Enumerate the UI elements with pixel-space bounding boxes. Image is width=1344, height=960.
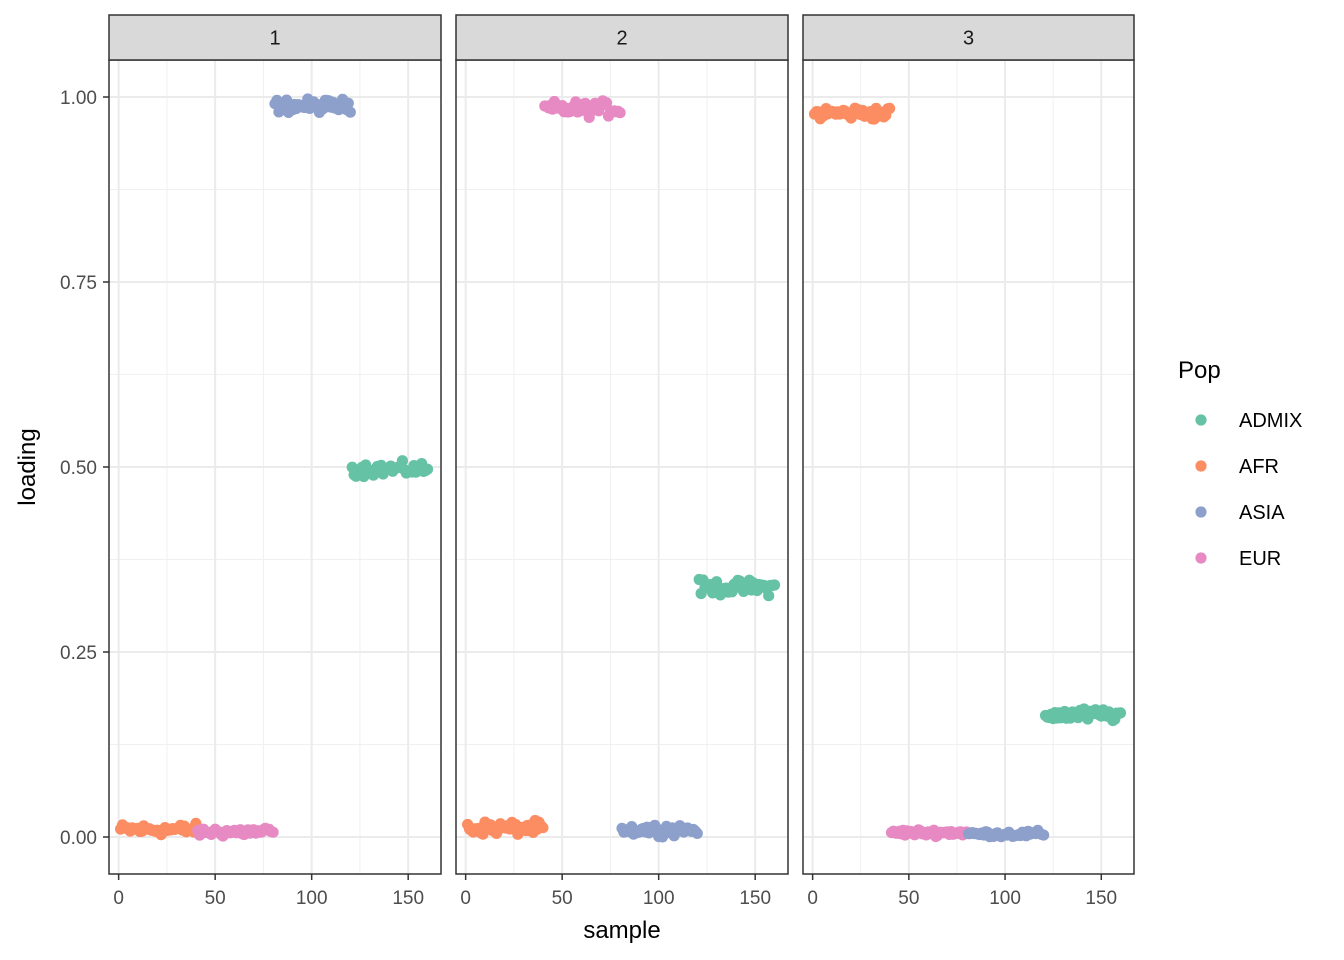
x-tick-label: 100 [296, 888, 328, 909]
facet-panels: 1 0 50 100 150 2 0 50 100 150 3 0 50 100 150 [108, 14, 1135, 909]
y-tick-label: 0.00 [60, 828, 97, 849]
point-eur [267, 826, 279, 838]
y-tick-label: 0.75 [60, 273, 97, 294]
x-tick-label: 50 [552, 888, 573, 909]
legend-title: Pop [1178, 357, 1221, 384]
point-admix [396, 455, 408, 467]
point-asia [342, 97, 354, 109]
x-tick-label: 50 [205, 888, 226, 909]
legend-key-afr [1195, 460, 1207, 472]
point-admix [1114, 707, 1127, 719]
legend-key-admix [1195, 414, 1207, 426]
legend-label-eur: EUR [1239, 548, 1281, 570]
facet-strip [108, 14, 442, 61]
x-tick-label: 150 [392, 888, 424, 909]
point-admix [711, 576, 723, 588]
x-tick-label: 100 [989, 888, 1021, 909]
facet-panel-1: 1 0 50 100 150 [108, 14, 442, 909]
point-asia [1038, 829, 1050, 841]
legend-label-admix: ADMIX [1239, 410, 1302, 432]
legend: Pop ADMIX AFR ASIA EUR [1178, 357, 1302, 570]
y-axis: 0.00 0.25 0.50 0.75 1.00 [60, 88, 109, 849]
point-eur [614, 107, 626, 119]
facet-panel-2: 2 0 50 100 150 [455, 14, 789, 909]
point-admix [421, 463, 434, 475]
x-tick-label: 150 [1085, 888, 1117, 909]
x-tick-label: 0 [113, 888, 124, 909]
x-tick-label: 0 [807, 888, 818, 909]
y-tick-label: 0.25 [60, 643, 97, 664]
y-axis-title: loading [14, 428, 41, 505]
x-axis-title: sample [583, 917, 660, 944]
legend-key-asia [1195, 506, 1207, 518]
x-tick-label: 100 [643, 888, 675, 909]
facet-strip-label: 3 [963, 28, 974, 50]
x-tick-label: 0 [460, 888, 471, 909]
legend-key-eur [1195, 552, 1207, 564]
legend-label-asia: ASIA [1239, 502, 1285, 524]
y-tick-label: 1.00 [60, 88, 97, 109]
point-afr [537, 822, 549, 834]
x-tick-label: 150 [739, 888, 771, 909]
point-eur [601, 97, 613, 109]
point-admix [768, 579, 781, 591]
facet-strip [802, 14, 1135, 61]
legend-label-afr: AFR [1239, 456, 1279, 478]
facet-strip-label: 1 [269, 28, 280, 50]
point-asia [344, 106, 356, 118]
facet-strip-label: 2 [616, 28, 627, 50]
point-admix [763, 590, 775, 602]
point-afr [884, 102, 896, 114]
facet-strip [455, 14, 789, 61]
y-tick-label: 0.50 [60, 458, 97, 479]
point-asia [691, 827, 703, 840]
facet-panel-3: 3 0 50 100 150 [802, 14, 1135, 909]
x-tick-label: 50 [898, 888, 919, 909]
